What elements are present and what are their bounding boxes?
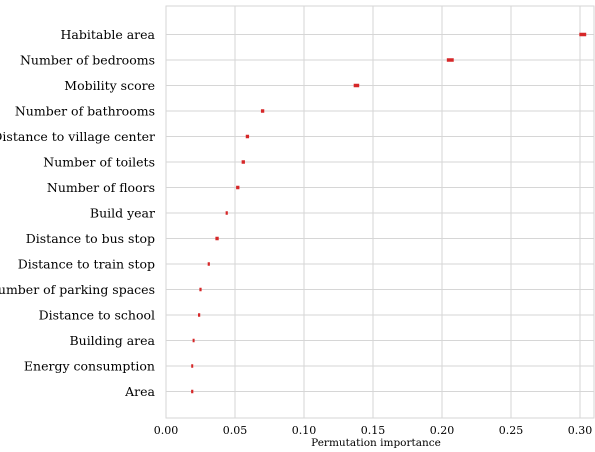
category-label: Distance to train stop [18, 257, 155, 272]
x-tick-label: 0.25 [499, 424, 524, 437]
plot-frame [165, 5, 595, 419]
importance-marker [245, 134, 250, 139]
x-tick-label: 0.00 [154, 424, 179, 437]
importance-marker [215, 236, 219, 241]
importance-marker [353, 83, 360, 88]
importance-marker [199, 287, 202, 292]
importance-marker [260, 109, 265, 113]
category-label: Building area [69, 333, 155, 348]
x-tick-labels: 0.00 0.05 0.10 0.15 0.20 0.25 0.30 [154, 424, 593, 437]
category-label: Distance to bus stop [26, 231, 155, 246]
category-label: Area [124, 384, 155, 399]
importance-marker [207, 262, 210, 266]
importance-marker [191, 364, 194, 368]
importance-marker [241, 160, 245, 164]
category-label: Habitable area [61, 27, 156, 42]
category-label: Energy consumption [24, 359, 155, 374]
x-axis-title: Permutation importance [311, 437, 441, 449]
importance-marker [192, 338, 195, 343]
importance-marker [191, 389, 194, 394]
x-tick-label: 0.20 [430, 424, 455, 437]
category-label: Distance to school [39, 308, 155, 323]
data-marks [191, 32, 587, 394]
x-tick-label: 0.15 [361, 424, 386, 437]
category-label: Number of floors [47, 180, 155, 195]
importance-marker [446, 58, 454, 62]
importance-marker [198, 313, 201, 317]
category-label: Number of parking spaces [0, 282, 155, 297]
x-tick-label: 0.30 [568, 424, 593, 437]
category-label: Build year [90, 206, 155, 221]
grid-lines [165, 6, 594, 418]
category-label: Number of bedrooms [20, 53, 155, 68]
category-label: Distance to village center [0, 129, 155, 144]
category-labels: Habitable area Number of bedrooms Mobility… [0, 27, 156, 399]
category-label: Number of bathrooms [15, 104, 155, 119]
category-label: Mobility score [64, 78, 155, 93]
importance-marker [236, 185, 240, 190]
importance-marker [579, 32, 587, 37]
importance-marker [225, 211, 228, 215]
x-tick-label: 0.05 [223, 424, 248, 437]
x-tick-label: 0.10 [292, 424, 317, 437]
category-label: Number of toilets [43, 155, 155, 170]
